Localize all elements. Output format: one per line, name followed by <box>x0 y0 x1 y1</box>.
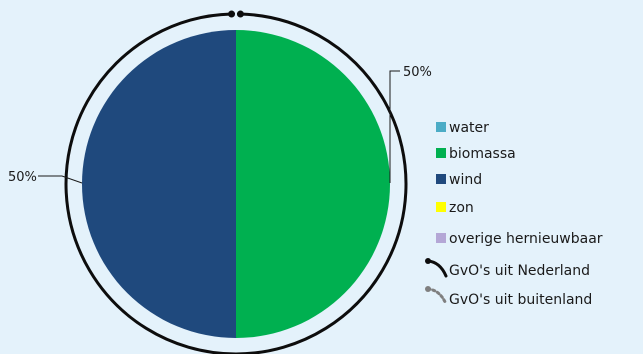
outer-ring-gvo-nederland <box>64 12 408 354</box>
outer-ring-layer <box>64 10 408 354</box>
legend-swatch-wind <box>436 174 446 184</box>
legend-label-water: water <box>449 120 489 136</box>
legend-label-wind: wind <box>449 172 482 188</box>
data-labels: 50% 50% <box>8 65 432 185</box>
legend-label-zon: zon <box>449 200 474 216</box>
pie-slices <box>82 30 390 338</box>
legend-swatch-biomassa <box>436 148 446 158</box>
data-label-biomassa: 50% <box>403 65 432 80</box>
legend-swatch-water <box>436 122 446 132</box>
pie-slice-biomassa <box>236 30 390 338</box>
data-label-leader-biomassa <box>389 70 400 183</box>
outer-ring-endcap-1 <box>236 10 244 18</box>
legend-icon-gvo-nederland-dot <box>425 258 431 264</box>
legend-label-overige-hernieuwbaar: overige hernieuwbaar <box>449 231 603 247</box>
legend: water biomassa wind zon overige hernieuw… <box>425 120 603 308</box>
data-label-leader-wind <box>38 175 83 184</box>
legend-swatch-zon <box>436 202 446 212</box>
legend-swatch-overige-hernieuwbaar <box>436 233 446 243</box>
pie-slice-wind <box>82 30 236 338</box>
legend-label-biomassa: biomassa <box>449 146 516 162</box>
outer-ring-endcap-2 <box>228 10 236 18</box>
data-label-wind: 50% <box>8 170 37 185</box>
legend-label-gvo-nederland: GvO's uit Nederland <box>449 263 590 279</box>
legend-label-gvo-buitenland: GvO's uit buitenland <box>449 292 592 308</box>
legend-icon-gvo-buitenland-dot <box>425 286 431 292</box>
